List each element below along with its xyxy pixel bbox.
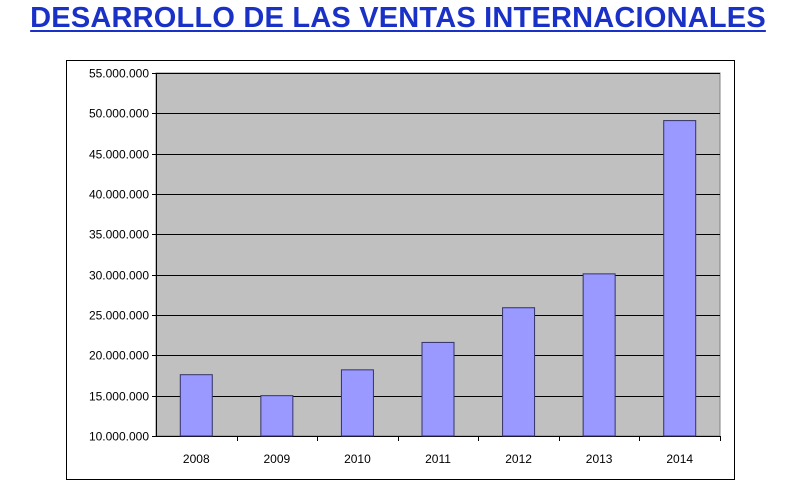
x-tick-label: 2010	[344, 452, 371, 466]
y-tick-label: 15.000.000	[89, 390, 149, 404]
y-tick-label: 45.000.000	[89, 148, 149, 162]
bar-2014	[663, 120, 697, 437]
x-tick-label: 2009	[264, 452, 291, 466]
bar-2008	[179, 374, 213, 437]
chart-title: DESARROLLO DE LAS VENTAS INTERNACIONALES	[30, 2, 766, 34]
y-tick-label: 25.000.000	[89, 309, 149, 323]
y-tick-label: 40.000.000	[89, 188, 149, 202]
y-tick-label: 35.000.000	[89, 228, 149, 242]
bar-2011	[421, 341, 455, 437]
x-tick-label: 2013	[586, 452, 613, 466]
bar-2012	[502, 307, 536, 437]
y-tick-label: 10.000.000	[89, 430, 149, 444]
x-tick-label: 2012	[505, 452, 532, 466]
bar-2013	[582, 273, 616, 437]
bar-2009	[260, 395, 294, 437]
bar-chart: 10.000.000 15.000.000 20.000.000 25.000.000…	[89, 67, 721, 466]
y-tick-label: 55.000.000	[89, 67, 149, 81]
y-tick-label: 50.000.000	[89, 107, 149, 121]
x-tick-label: 2011	[425, 452, 451, 466]
bar-2010	[340, 369, 374, 437]
x-tick-label: 2008	[183, 452, 210, 466]
x-tick-label: 2014	[666, 452, 693, 466]
y-tick-label: 20.000.000	[89, 349, 149, 363]
y-tick-label: 30.000.000	[89, 269, 149, 283]
